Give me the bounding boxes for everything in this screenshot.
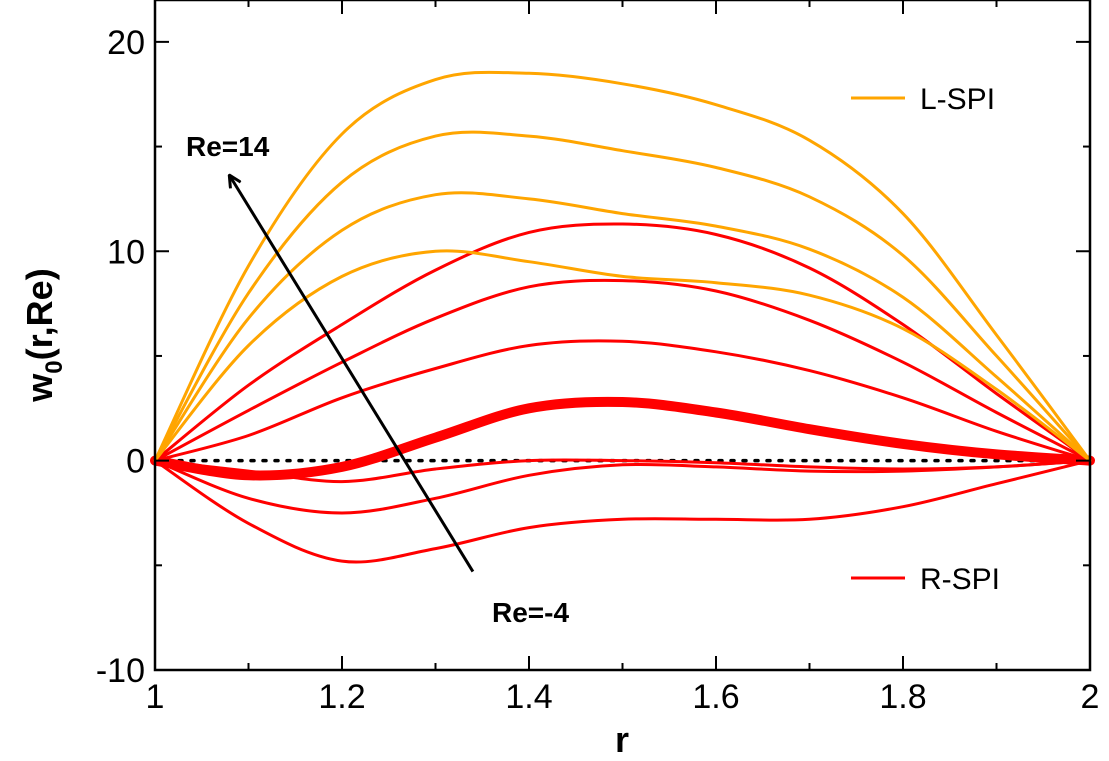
x-tick-label: 1.6 (692, 678, 739, 716)
y-tick-label: -10 (96, 652, 145, 690)
reynolds-trend-arrow (230, 176, 475, 573)
x-axis-title: r (615, 719, 629, 760)
x-tick-label: 2 (1081, 678, 1100, 716)
annotation-re-top: Re=14 (186, 131, 270, 162)
series-line-l-spi-7 (153, 249, 1092, 463)
tick-layer: 1 1.2 1.4 1.6 1.8 2 -10 0 10 20 (96, 0, 1100, 716)
series-line-r-spi-4 (153, 339, 1092, 463)
series-layer (150, 70, 1095, 564)
y-axis-title: w0(r,Re) (19, 268, 68, 402)
series-line-r-spi-3 (150, 396, 1095, 481)
annotation-layer (230, 176, 475, 573)
legend-label-r-spi: R-SPI (920, 563, 1000, 596)
y-axis-title-main: w (19, 373, 60, 403)
series-line-r-spi-2 (153, 458, 1092, 484)
y-axis-title-suffix: (r,Re) (19, 268, 60, 360)
series-line-l-spi-8 (153, 191, 1092, 463)
series-line-l-spi-9 (153, 130, 1092, 463)
legend: L-SPI R-SPI (851, 83, 1000, 596)
y-tick-label: 10 (107, 233, 145, 271)
x-tick-label: 1.8 (879, 678, 926, 716)
series-line-l-spi-10 (153, 70, 1092, 463)
series-line-r-spi-5 (153, 278, 1092, 463)
x-tick-label: 1.4 (505, 678, 552, 716)
y-axis-title-subscript: 0 (41, 360, 68, 373)
annotation-re-bottom: Re=-4 (492, 597, 569, 628)
y-tick-label: 0 (126, 443, 145, 481)
y-tick-label: 20 (107, 24, 145, 62)
x-tick-label: 1.2 (318, 678, 365, 716)
series-line-r-spi-0 (153, 459, 1092, 564)
legend-label-l-spi: L-SPI (920, 83, 995, 116)
x-tick-label: 1 (146, 678, 165, 716)
